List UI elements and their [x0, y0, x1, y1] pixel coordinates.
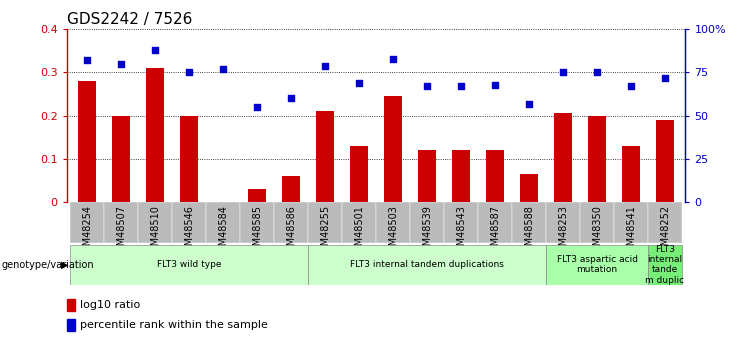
- Bar: [588, 116, 606, 202]
- Bar: [308, 202, 342, 243]
- Point: [217, 66, 229, 72]
- Text: GSM48539: GSM48539: [422, 205, 432, 258]
- Text: FLT3 aspartic acid
mutation: FLT3 aspartic acid mutation: [556, 255, 637, 275]
- Bar: [410, 202, 444, 243]
- Text: GSM48587: GSM48587: [490, 205, 500, 258]
- Point: [82, 58, 93, 63]
- Bar: [622, 146, 640, 202]
- Text: GSM48584: GSM48584: [218, 205, 228, 258]
- Text: GSM48546: GSM48546: [184, 205, 194, 258]
- Point: [523, 101, 535, 106]
- Bar: [70, 245, 308, 285]
- Bar: [274, 202, 308, 243]
- Bar: [376, 202, 410, 243]
- Point: [625, 83, 637, 89]
- Bar: [104, 202, 138, 243]
- Bar: [112, 116, 130, 202]
- Text: log10 ratio: log10 ratio: [80, 300, 141, 310]
- Text: GSM48588: GSM48588: [524, 205, 534, 258]
- Text: FLT3
internal
tande
m duplic: FLT3 internal tande m duplic: [645, 245, 685, 285]
- Bar: [67, 299, 75, 311]
- Point: [591, 70, 603, 75]
- Bar: [512, 202, 546, 243]
- Text: GSM48350: GSM48350: [592, 205, 602, 258]
- Bar: [614, 202, 648, 243]
- Bar: [316, 111, 334, 202]
- Bar: [580, 202, 614, 243]
- Bar: [485, 150, 505, 202]
- Bar: [648, 202, 682, 243]
- Text: GDS2242 / 7526: GDS2242 / 7526: [67, 12, 192, 27]
- Bar: [342, 202, 376, 243]
- Bar: [444, 202, 478, 243]
- Bar: [70, 202, 104, 243]
- Bar: [180, 116, 199, 202]
- Point: [387, 56, 399, 61]
- Text: GSM48252: GSM48252: [660, 205, 670, 258]
- Point: [659, 75, 671, 80]
- Text: FLT3 internal tandem duplications: FLT3 internal tandem duplications: [350, 260, 504, 269]
- Text: GSM48541: GSM48541: [626, 205, 636, 258]
- Bar: [138, 202, 172, 243]
- Bar: [546, 202, 580, 243]
- Text: genotype/variation: genotype/variation: [1, 260, 94, 270]
- Bar: [418, 150, 436, 202]
- Text: GSM48585: GSM48585: [252, 205, 262, 258]
- Point: [353, 80, 365, 86]
- Bar: [519, 174, 539, 202]
- Point: [149, 47, 161, 53]
- Text: GSM48543: GSM48543: [456, 205, 466, 258]
- Bar: [146, 68, 165, 202]
- Text: ▶: ▶: [61, 260, 68, 270]
- Text: percentile rank within the sample: percentile rank within the sample: [80, 320, 268, 330]
- Bar: [206, 202, 240, 243]
- Bar: [452, 150, 471, 202]
- Bar: [67, 319, 75, 331]
- Point: [319, 63, 331, 68]
- Point: [285, 96, 297, 101]
- Bar: [172, 202, 206, 243]
- Point: [489, 82, 501, 87]
- Point: [421, 83, 433, 89]
- Bar: [282, 176, 300, 202]
- Text: GSM48501: GSM48501: [354, 205, 364, 258]
- Text: GSM48510: GSM48510: [150, 205, 160, 258]
- Bar: [247, 189, 267, 202]
- Point: [557, 70, 569, 75]
- Bar: [478, 202, 512, 243]
- Bar: [308, 245, 546, 285]
- Text: GSM48253: GSM48253: [558, 205, 568, 258]
- Bar: [656, 120, 674, 202]
- Point: [251, 104, 263, 110]
- Point: [455, 83, 467, 89]
- Bar: [546, 245, 648, 285]
- Text: GSM48503: GSM48503: [388, 205, 398, 258]
- Text: GSM48254: GSM48254: [82, 205, 92, 258]
- Bar: [554, 114, 572, 202]
- Bar: [384, 96, 402, 202]
- Point: [183, 70, 195, 75]
- Point: [115, 61, 127, 67]
- Bar: [648, 245, 682, 285]
- Bar: [350, 146, 368, 202]
- Text: FLT3 wild type: FLT3 wild type: [157, 260, 222, 269]
- Text: GSM48507: GSM48507: [116, 205, 126, 258]
- Text: GSM48586: GSM48586: [286, 205, 296, 258]
- Bar: [78, 81, 96, 202]
- Bar: [240, 202, 274, 243]
- Text: GSM48255: GSM48255: [320, 205, 330, 258]
